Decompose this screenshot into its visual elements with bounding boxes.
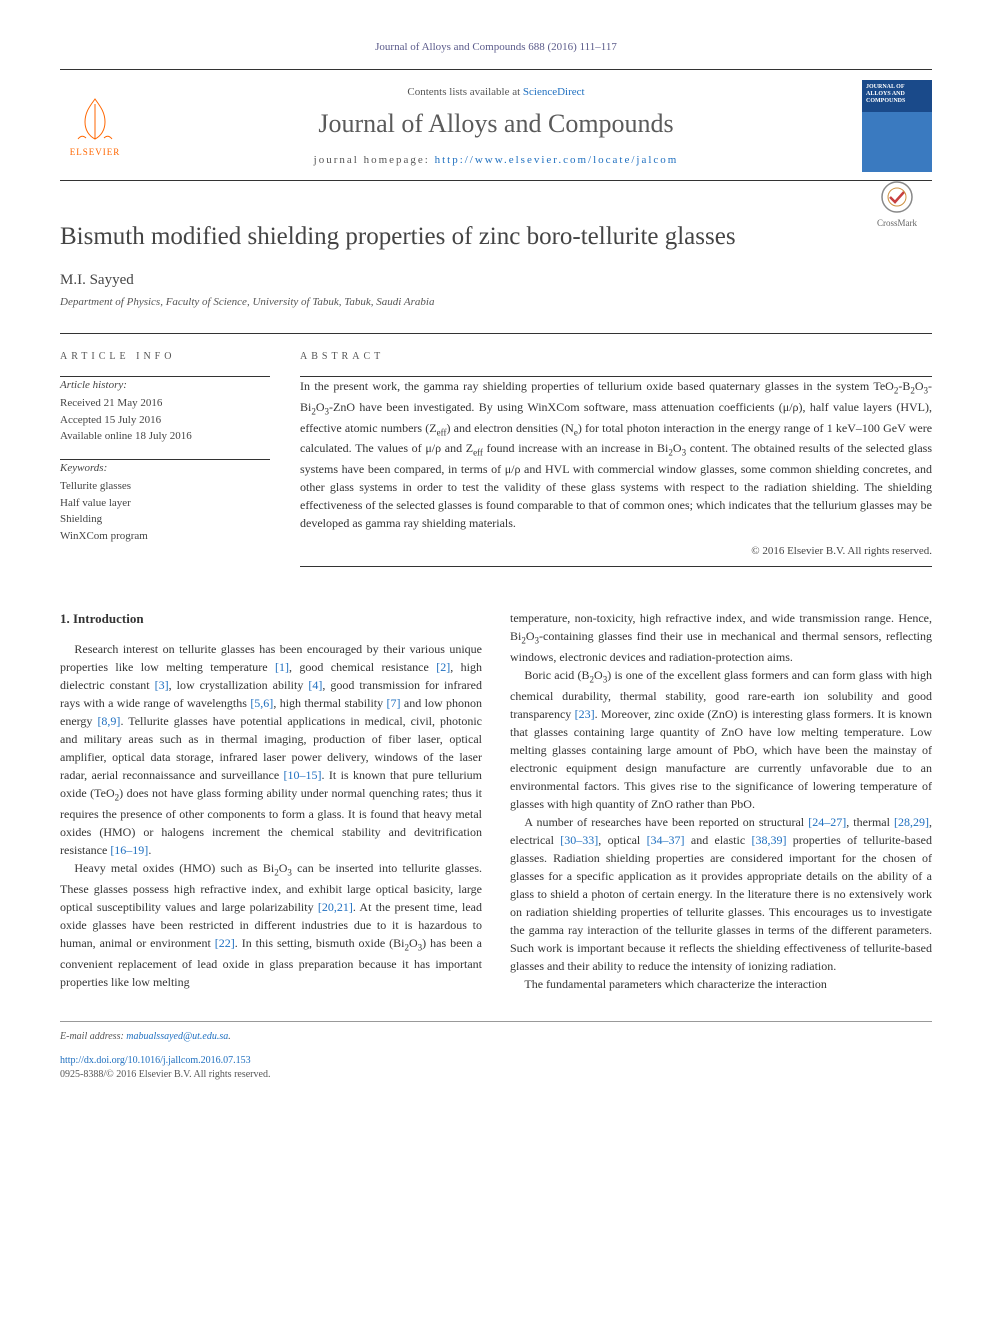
homepage-prefix: journal homepage: xyxy=(314,154,435,166)
keywords-block: Keywords: Tellurite glasses Half value l… xyxy=(60,460,270,545)
homepage-line: journal homepage: http://www.elsevier.co… xyxy=(146,153,846,168)
citation-ref[interactable]: [1] xyxy=(275,660,289,674)
body-paragraph: Research interest on tellurite glasses h… xyxy=(60,640,482,859)
header-center: Contents lists available at ScienceDirec… xyxy=(146,85,846,168)
issn-copyright: 0925-8388/© 2016 Elsevier B.V. All right… xyxy=(60,1068,932,1082)
crossmark-label: CrossMark xyxy=(862,217,932,230)
email-label: E-mail address: xyxy=(60,1031,126,1042)
page-footer: E-mail address: mabualssayed@ut.edu.sa. … xyxy=(60,1021,932,1082)
crossmark-badge[interactable]: CrossMark xyxy=(862,181,932,229)
online-date: Available online 18 July 2016 xyxy=(60,428,270,445)
author-affiliation: Department of Physics, Faculty of Scienc… xyxy=(60,295,932,310)
history-heading: Article history: xyxy=(60,377,270,394)
abstract-column: ABSTRACT In the present work, the gamma … xyxy=(300,333,932,567)
email-line: E-mail address: mabualssayed@ut.edu.sa. xyxy=(60,1030,932,1044)
citation-ref[interactable]: [7] xyxy=(387,696,401,710)
abstract-end-separator xyxy=(300,566,932,567)
top-citation: Journal of Alloys and Compounds 688 (201… xyxy=(60,40,932,55)
citation-ref[interactable]: [22] xyxy=(215,936,235,950)
accepted-date: Accepted 15 July 2016 xyxy=(60,412,270,429)
body-paragraph: temperature, non-toxicity, high refracti… xyxy=(510,609,932,666)
contents-prefix: Contents lists available at xyxy=(407,86,522,98)
citation-ref[interactable]: [34–37] xyxy=(647,833,685,847)
citation-ref[interactable]: [2] xyxy=(436,660,450,674)
abstract-copyright: © 2016 Elsevier B.V. All rights reserved… xyxy=(300,544,932,559)
cover-title: JOURNAL OF ALLOYS AND COMPOUNDS xyxy=(866,84,928,104)
homepage-link[interactable]: http://www.elsevier.com/locate/jalcom xyxy=(435,154,679,166)
body-paragraph: Heavy metal oxides (HMO) such as Bi2O3 c… xyxy=(60,859,482,991)
journal-cover-thumbnail: JOURNAL OF ALLOYS AND COMPOUNDS xyxy=(862,80,932,172)
elsevier-logo: ELSEVIER xyxy=(60,87,130,165)
citation-ref[interactable]: [10–15] xyxy=(284,768,322,782)
abstract-label: ABSTRACT xyxy=(300,350,932,364)
keyword-item: Half value layer xyxy=(60,495,270,512)
section-heading-intro: 1. Introduction xyxy=(60,609,482,629)
author-name: M.I. Sayyed xyxy=(60,270,932,291)
keyword-item: Tellurite glasses xyxy=(60,478,270,495)
citation-ref[interactable]: [4] xyxy=(308,678,322,692)
citation-ref[interactable]: [28,29] xyxy=(894,815,929,829)
citation-ref[interactable]: [16–19] xyxy=(110,843,148,857)
citation-ref[interactable]: [23] xyxy=(575,707,595,721)
body-text: 1. Introduction Research interest on tel… xyxy=(60,609,932,993)
doi-link[interactable]: http://dx.doi.org/10.1016/j.jallcom.2016… xyxy=(60,1055,251,1066)
keyword-item: WinXCom program xyxy=(60,528,270,545)
info-abstract-row: ARTICLE INFO Article history: Received 2… xyxy=(60,333,932,567)
abstract-text: In the present work, the gamma ray shiel… xyxy=(300,377,932,533)
journal-name: Journal of Alloys and Compounds xyxy=(146,106,846,142)
page-root: Journal of Alloys and Compounds 688 (201… xyxy=(0,0,992,1122)
doi-line: http://dx.doi.org/10.1016/j.jallcom.2016… xyxy=(60,1054,932,1068)
citation-ref[interactable]: [24–27] xyxy=(808,815,846,829)
elsevier-brand-text: ELSEVIER xyxy=(70,146,121,159)
citation-ref[interactable]: [30–33] xyxy=(560,833,598,847)
keyword-item: Shielding xyxy=(60,511,270,528)
body-paragraph: A number of researches have been reporte… xyxy=(510,813,932,975)
citation-ref[interactable]: [8,9] xyxy=(97,714,120,728)
elsevier-tree-icon xyxy=(70,94,120,144)
keywords-heading: Keywords: xyxy=(60,460,270,477)
article-history: Article history: Received 21 May 2016 Ac… xyxy=(60,377,270,445)
received-date: Received 21 May 2016 xyxy=(60,395,270,412)
citation-ref[interactable]: [5,6] xyxy=(250,696,273,710)
journal-header: ELSEVIER Contents lists available at Sci… xyxy=(60,69,932,181)
article-title: Bismuth modified shielding properties of… xyxy=(60,219,932,254)
article-info-label: ARTICLE INFO xyxy=(60,350,270,364)
body-paragraph: Boric acid (B2O3) is one of the excellen… xyxy=(510,666,932,813)
citation-ref[interactable]: [20,21] xyxy=(318,900,353,914)
crossmark-icon xyxy=(881,181,913,213)
author-email-link[interactable]: mabualssayed@ut.edu.sa xyxy=(126,1031,228,1042)
sciencedirect-link[interactable]: ScienceDirect xyxy=(523,86,585,98)
body-paragraph: The fundamental parameters which charact… xyxy=(510,975,932,993)
citation-ref[interactable]: [38,39] xyxy=(751,833,786,847)
citation-ref[interactable]: [3] xyxy=(155,678,169,692)
article-info-column: ARTICLE INFO Article history: Received 2… xyxy=(60,333,270,567)
contents-line: Contents lists available at ScienceDirec… xyxy=(146,85,846,100)
